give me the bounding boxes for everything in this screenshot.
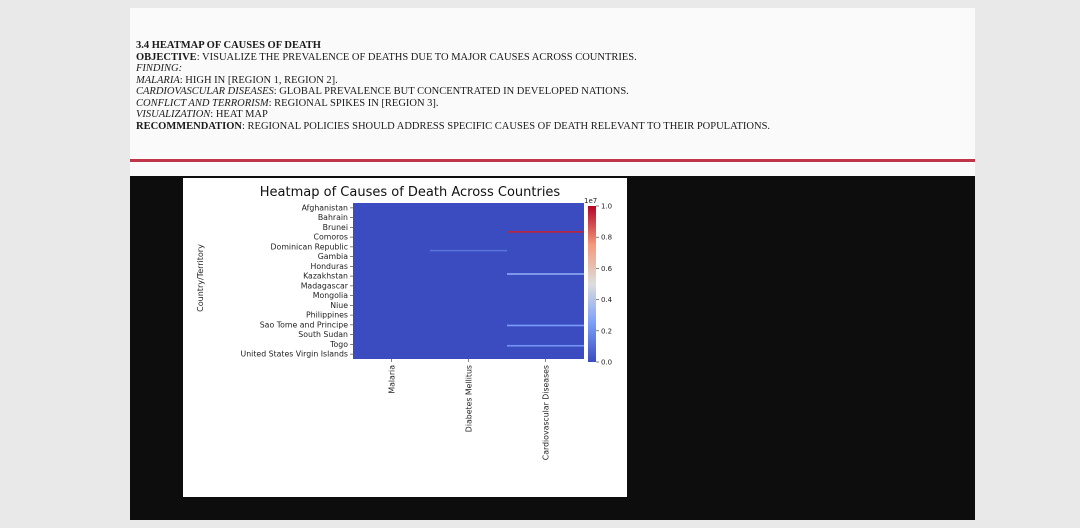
y-tick-label: Sao Tome and Principe xyxy=(260,320,348,329)
y-tick-label: Mongolia xyxy=(313,291,348,300)
colorbar-tick-label: 0.4 xyxy=(601,296,613,304)
y-tick-label: Gambia xyxy=(318,252,349,261)
visualization-text: : HEAT MAP xyxy=(210,109,268,120)
heatmap-cell xyxy=(507,324,584,327)
y-tick-label: Brunei xyxy=(323,223,348,232)
x-tick-label: Diabetes Mellitus xyxy=(465,365,474,432)
colorbar-tick-label: 0.0 xyxy=(601,359,612,367)
heatmap-area xyxy=(353,203,584,359)
colorbar-tick-label: 0.8 xyxy=(601,234,612,242)
colorbar-exponent: 1e7 xyxy=(584,197,597,205)
heatmap-cell xyxy=(430,249,507,252)
visualization-label: VISUALIZATION xyxy=(136,109,211,120)
section-heading: 3.4 HEATMAP OF CAUSES OF DEATH xyxy=(136,40,321,51)
conflict-line: CONFLICT AND TERRORISM: REGIONAL SPIKES … xyxy=(136,98,966,110)
y-tick-label: Comoros xyxy=(314,233,348,242)
y-tick-label: Philippines xyxy=(306,311,348,320)
heatmap-cells xyxy=(430,231,584,347)
colorbar-ticks: 1.0 0.8 0.6 0.4 0.2 0.0 xyxy=(596,203,613,367)
y-tick-label: Dominican Republic xyxy=(271,242,348,251)
colorbar-tick-label: 0.6 xyxy=(601,265,613,273)
objective-text: : VISUALIZE THE PREVALENCE OF DEATHS DUE… xyxy=(196,51,637,63)
colorbar-tick-label: 1.0 xyxy=(601,203,612,211)
y-tick-label: Kazakhstan xyxy=(303,272,348,281)
recommendation-line: RECOMMENDATION: REGIONAL POLICIES SHOULD… xyxy=(136,121,966,133)
recommendation-label: RECOMMENDATION xyxy=(136,120,242,132)
y-tick-label: Afghanistan xyxy=(302,203,348,212)
y-axis-label: Country/Territory xyxy=(196,244,205,312)
colorbar xyxy=(588,206,596,362)
y-tick-label: Bahrain xyxy=(318,213,348,222)
findings-text: 3.4 HEATMAP OF CAUSES OF DEATH OBJECTIVE… xyxy=(136,40,966,132)
cardio-line: CARDIOVASCULAR DISEASES: GLOBAL PREVALEN… xyxy=(136,86,966,98)
x-tick-label: Malaria xyxy=(388,365,397,394)
colorbar-tick-label: 0.2 xyxy=(601,327,612,335)
y-tick-label: Niue xyxy=(330,301,348,310)
visualization-line: VISUALIZATION: HEAT MAP xyxy=(136,109,966,121)
heatmap-chart: Heatmap of Causes of Death Across Countr… xyxy=(196,185,613,460)
heatmap-cell xyxy=(507,231,584,233)
y-tick-label: Madagascar xyxy=(301,281,349,290)
chart-title: Heatmap of Causes of Death Across Countr… xyxy=(260,185,561,200)
malaria-line: MALARIA: HIGH IN [REGION 1, REGION 2]. xyxy=(136,75,966,87)
cardio-text: : GLOBAL PREVALENCE BUT CONCENTRATED IN … xyxy=(273,86,629,97)
x-tick-label: Cardiovascular Diseases xyxy=(542,365,551,460)
malaria-label: MALARIA xyxy=(136,74,180,86)
y-tick-label: Togo xyxy=(329,340,348,349)
divider-rule xyxy=(130,159,975,162)
y-tick-labels: AfghanistanBahrainBruneiComorosDominican… xyxy=(241,203,353,359)
conflict-text: : REGIONAL SPIKES IN [REGION 3]. xyxy=(268,97,439,109)
y-tick-label: Honduras xyxy=(310,262,348,271)
heatmap-cell xyxy=(507,344,584,347)
objective-label: OBJECTIVE xyxy=(136,51,197,63)
y-tick-label: South Sudan xyxy=(298,330,348,339)
recommendation-text: : REGIONAL POLICIES SHOULD ADDRESS SPECI… xyxy=(241,120,771,132)
cardio-label: CARDIOVASCULAR DISEASES xyxy=(136,86,274,97)
x-tick-labels: Malaria Diabetes Mellitus Cardiovascular D… xyxy=(388,359,551,460)
y-tick-label: United States Virgin Islands xyxy=(241,350,348,359)
objective-line: OBJECTIVE: VISUALIZE THE PREVALENCE OF D… xyxy=(136,52,966,64)
heatmap-cell xyxy=(507,273,584,275)
conflict-label: CONFLICT AND TERRORISM xyxy=(136,97,269,109)
finding-label: FINDING: xyxy=(136,63,183,74)
heatmap-figure: Heatmap of Causes of Death Across Countr… xyxy=(183,178,627,497)
malaria-text: : HIGH IN [REGION 1, REGION 2]. xyxy=(179,74,338,86)
